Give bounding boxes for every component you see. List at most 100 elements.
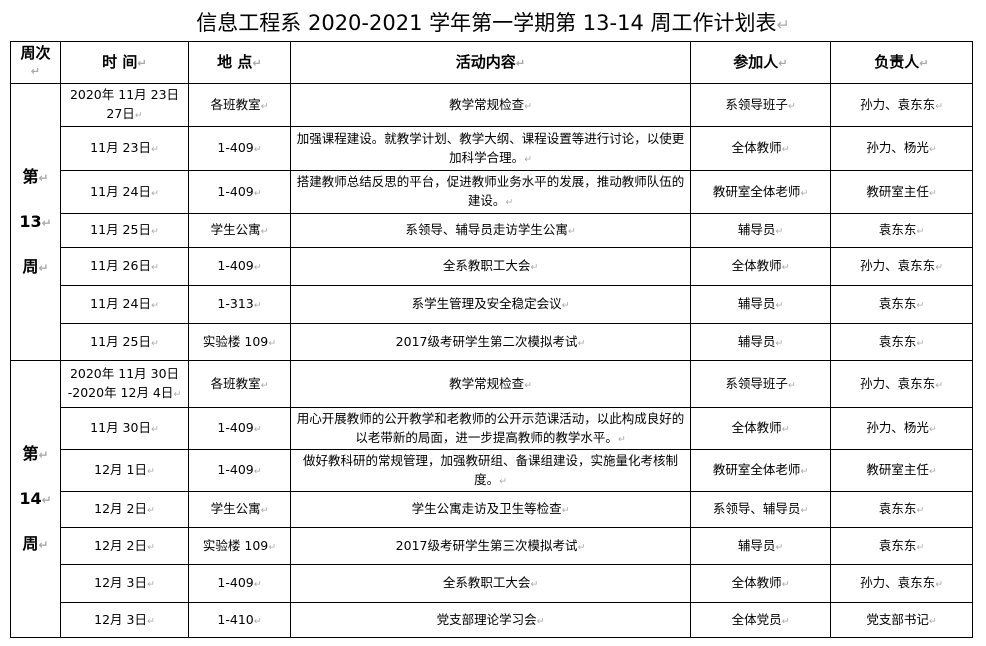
- table-row: 11月 26日1-409全系教职工大会全体教师孙力、袁东东: [11, 247, 973, 286]
- participants-cell: 系领导班子: [690, 360, 831, 408]
- leader-cell: 袁东东: [830, 527, 973, 565]
- table-row: 11月 30日1-409用心开展教师的公开教学和老教师的公开示范课活动，以此构成…: [11, 407, 973, 450]
- document-title: 信息工程系 2020-2021 学年第一学期第 13-14 周工作计划表: [0, 8, 986, 40]
- place-cell: 1-313: [188, 285, 291, 324]
- week-label: 第13周: [10, 83, 61, 361]
- content-cell: 用心开展教师的公开教学和老教师的公开示范课活动，以此构成良好的以老带新的局面，进…: [290, 407, 691, 450]
- header-content: 活动内容: [290, 41, 691, 84]
- time-cell: 11月 24日: [60, 285, 189, 324]
- leader-cell: 教研室主任: [830, 170, 973, 214]
- content-cell: 做好教科研的常规管理，加强教研组、备课组建设，实施量化考核制度。: [290, 449, 691, 492]
- place-cell: 1-409: [188, 247, 291, 286]
- time-cell: 11月 24日: [60, 170, 189, 214]
- content-cell: 搭建教师总结反思的平台，促进教师业务水平的发展，推动教师队伍的建设。: [290, 170, 691, 214]
- table-row: 12月 2日学生公寓学生公寓走访及卫生等检查系领导、辅导员袁东东: [11, 491, 973, 528]
- place-cell: 各班教室: [188, 83, 291, 127]
- week-label-part: 13: [14, 200, 57, 245]
- week-label-part: 第: [14, 155, 57, 200]
- content-cell: 系领导、辅导员走访学生公寓: [290, 213, 691, 248]
- time-cell: 11月 26日: [60, 247, 189, 286]
- week-label-part: 第: [14, 432, 57, 477]
- participants-cell: 系领导班子: [690, 83, 831, 127]
- content-cell: 2017级考研学生第三次模拟考试: [290, 527, 691, 565]
- place-cell: 1-409: [188, 126, 291, 171]
- place-cell: 实验楼 109: [188, 323, 291, 361]
- leader-cell: 孙力、袁东东: [830, 564, 973, 603]
- content-cell: 教学常规检查: [290, 83, 691, 127]
- content-cell: 系学生管理及安全稳定会议: [290, 285, 691, 324]
- place-cell: 1-409: [188, 564, 291, 603]
- place-cell: 1-410: [188, 602, 291, 638]
- table-row: 11月 24日1-313系学生管理及安全稳定会议辅导员袁东东: [11, 285, 973, 324]
- content-cell: 全系教职工大会: [290, 564, 691, 603]
- participants-cell: 教研室全体老师: [690, 170, 831, 214]
- week-label: 第14周: [10, 360, 61, 638]
- participants-cell: 全体教师: [690, 564, 831, 603]
- participants-cell: 系领导、辅导员: [690, 491, 831, 528]
- work-plan-table: 周次 时 间 地 点 活动内容 参加人 负责人 第13周2020年 11月 23…: [10, 41, 973, 638]
- leader-cell: 孙力、袁东东: [830, 360, 973, 408]
- participants-cell: 辅导员: [690, 323, 831, 361]
- table-row: 12月 2日实验楼 1092017级考研学生第三次模拟考试辅导员袁东东: [11, 527, 973, 565]
- table-row: 12月 1日1-409做好教科研的常规管理，加强教研组、备课组建设，实施量化考核…: [11, 449, 973, 492]
- leader-cell: 孙力、袁东东: [830, 247, 973, 286]
- header-place: 地 点: [188, 41, 291, 84]
- place-cell: 实验楼 109: [188, 527, 291, 565]
- leader-cell: 袁东东: [830, 285, 973, 324]
- content-cell: 2017级考研学生第二次模拟考试: [290, 323, 691, 361]
- leader-cell: 教研室主任: [830, 449, 973, 492]
- content-cell: 加强课程建设。就教学计划、教学大纲、课程设置等进行讨论，以使更加科学合理。: [290, 126, 691, 171]
- table-row: 11月 23日1-409加强课程建设。就教学计划、教学大纲、课程设置等进行讨论，…: [11, 126, 973, 171]
- time-cell: 2020年 11月 23日 27日: [60, 83, 189, 127]
- participants-cell: 辅导员: [690, 285, 831, 324]
- header-row: 周次 时 间 地 点 活动内容 参加人 负责人: [10, 41, 973, 84]
- participants-cell: 教研室全体老师: [690, 449, 831, 492]
- place-cell: 学生公寓: [188, 213, 291, 248]
- header-participants: 参加人: [690, 41, 831, 84]
- time-cell: 11月 30日: [60, 407, 189, 450]
- header-leader: 负责人: [830, 41, 973, 84]
- table-row: 第13周2020年 11月 23日 27日各班教室教学常规检查系领导班子孙力、袁…: [10, 83, 973, 361]
- table-row: 11月 25日学生公寓系领导、辅导员走访学生公寓辅导员袁东东: [11, 213, 973, 248]
- leader-cell: 孙力、杨光: [830, 126, 973, 171]
- header-time: 时 间: [60, 41, 189, 84]
- table-row: 12月 3日1-410党支部理论学习会全体党员党支部书记: [11, 602, 973, 638]
- place-cell: 1-409: [188, 449, 291, 492]
- time-cell: 2020年 11月 30日 -2020年 12月 4日: [60, 360, 189, 408]
- leader-cell: 袁东东: [830, 323, 973, 361]
- leader-cell: 孙力、杨光: [830, 407, 973, 450]
- content-cell: 全系教职工大会: [290, 247, 691, 286]
- place-cell: 1-409: [188, 407, 291, 450]
- time-cell: 12月 2日: [60, 491, 189, 528]
- week-label-part: 周: [14, 522, 57, 567]
- leader-cell: 袁东东: [830, 213, 973, 248]
- week-label-part: 14: [14, 477, 57, 522]
- participants-cell: 辅导员: [690, 527, 831, 565]
- time-cell: 11月 25日: [60, 213, 189, 248]
- participants-cell: 全体教师: [690, 407, 831, 450]
- time-cell: 12月 2日: [60, 527, 189, 565]
- content-cell: 党支部理论学习会: [290, 602, 691, 638]
- week-label-part: 周: [14, 245, 57, 290]
- time-cell: 11月 23日: [60, 126, 189, 171]
- time-cell: 12月 3日: [60, 602, 189, 638]
- content-cell: 学生公寓走访及卫生等检查: [290, 491, 691, 528]
- leader-cell: 党支部书记: [830, 602, 973, 638]
- place-cell: 1-409: [188, 170, 291, 214]
- time-cell: 12月 1日: [60, 449, 189, 492]
- place-cell: 学生公寓: [188, 491, 291, 528]
- content-cell: 教学常规检查: [290, 360, 691, 408]
- table-row: 12月 3日1-409全系教职工大会全体教师孙力、袁东东: [11, 564, 973, 603]
- header-week: 周次: [10, 41, 61, 84]
- time-cell: 12月 3日: [60, 564, 189, 603]
- participants-cell: 全体党员: [690, 602, 831, 638]
- participants-cell: 全体教师: [690, 126, 831, 171]
- leader-cell: 袁东东: [830, 491, 973, 528]
- place-cell: 各班教室: [188, 360, 291, 408]
- table-row: 11月 24日1-409搭建教师总结反思的平台，促进教师业务水平的发展，推动教师…: [11, 170, 973, 214]
- table-row: 第14周2020年 11月 30日 -2020年 12月 4日各班教室教学常规检…: [10, 360, 973, 638]
- leader-cell: 孙力、袁东东: [830, 83, 973, 127]
- participants-cell: 辅导员: [690, 213, 831, 248]
- participants-cell: 全体教师: [690, 247, 831, 286]
- time-cell: 11月 25日: [60, 323, 189, 361]
